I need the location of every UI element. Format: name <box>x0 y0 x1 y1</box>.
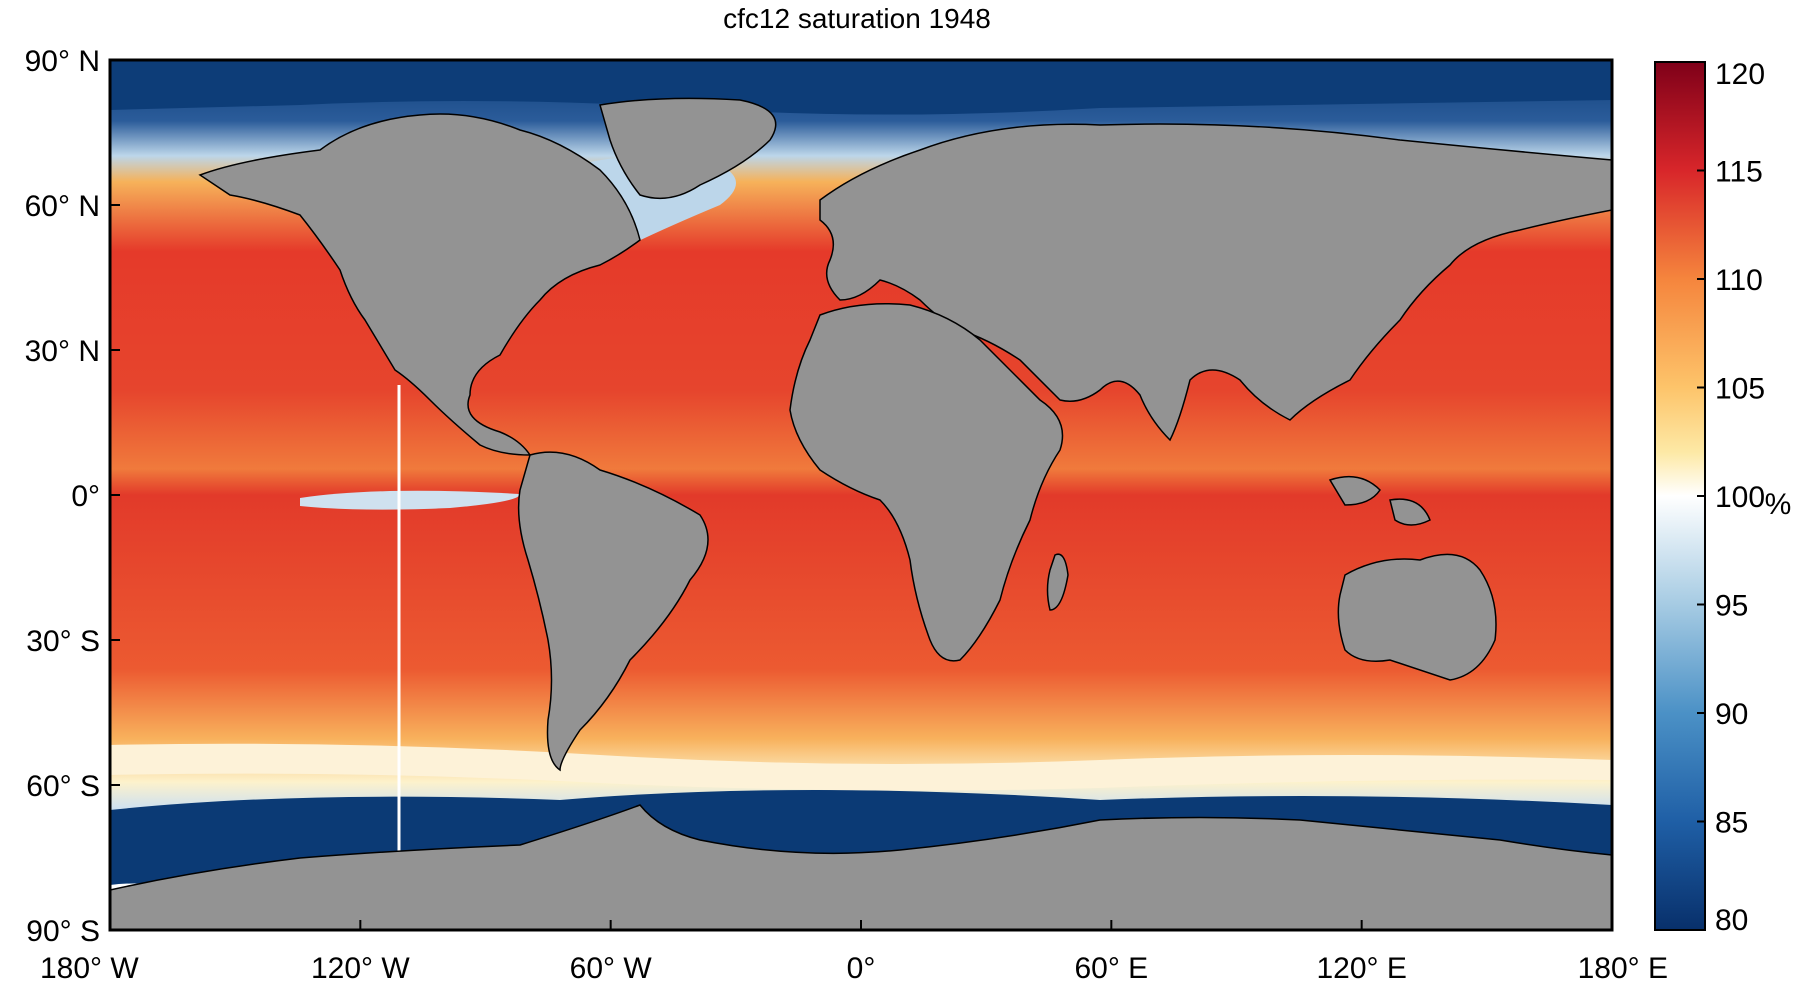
lat-tick-label: 30° S <box>26 625 100 658</box>
colorbar-tick-label: 115 <box>1715 156 1763 189</box>
lon-tick-label: 120° W <box>311 952 410 984</box>
australia <box>1337 553 1497 681</box>
lat-tick-label: 60° N <box>25 190 100 223</box>
colorbar-tick-label: 110 <box>1715 264 1763 297</box>
colorbar-tick-label: 85 <box>1715 807 1748 840</box>
colorbar-tick-label: 90 <box>1715 698 1748 731</box>
africa <box>789 303 1064 662</box>
madagascar <box>1046 553 1069 611</box>
colorbar-ticks: 120 115 110 105 100 95 90 85 80 <box>1697 58 1765 937</box>
lat-tick-label: 30° N <box>25 335 100 368</box>
lat-tick-label: 0° <box>71 480 100 513</box>
lon-axis: 180° W 120° W 60° W 0° 60° E 120° E 180° E <box>40 920 1668 984</box>
lon-tick-label: 60° E <box>1074 952 1148 984</box>
south-america <box>517 451 709 772</box>
lon-tick-label: 60° W <box>570 952 653 984</box>
southeast-asia-islands <box>1328 475 1431 526</box>
lon-tick-label: 180° W <box>40 952 139 984</box>
greenland <box>599 97 777 200</box>
europe-asia <box>819 123 1612 442</box>
lat-tick-label: 90° N <box>25 45 100 78</box>
arctic-sea-ice <box>110 60 1612 115</box>
colorbar-tick-label: 120 <box>1715 58 1765 91</box>
lon-tick-label: 0° <box>847 952 876 984</box>
colorbar: 120 115 110 105 100 95 90 85 80 % <box>1654 58 1792 937</box>
colorbar-unit: % <box>1765 488 1792 521</box>
equatorial-cold-tongue <box>300 490 520 510</box>
lon-tick-label: 180° E <box>1578 952 1668 984</box>
land-masses <box>110 97 1612 930</box>
north-america <box>198 113 641 456</box>
antarctica <box>110 804 1612 930</box>
map-title: cfc12 saturation 1948 <box>723 3 991 34</box>
lon-tick-label: 120° E <box>1316 952 1406 984</box>
colorbar-tick-label: 95 <box>1715 590 1748 623</box>
colorbar-tick-label: 80 <box>1715 904 1748 937</box>
colorbar-tick-label: 105 <box>1715 373 1765 406</box>
colorbar-gradient <box>1654 61 1706 931</box>
map-area <box>110 60 1612 930</box>
lat-tick-label: 60° S <box>26 770 100 803</box>
colorbar-tick-label: 100 <box>1715 481 1765 514</box>
southern-white-band <box>110 743 1612 791</box>
lat-tick-label: 90° S <box>26 915 100 948</box>
lat-axis: 90° N 60° N 30° N 0° 30° S 60° S 90° S <box>25 45 120 948</box>
